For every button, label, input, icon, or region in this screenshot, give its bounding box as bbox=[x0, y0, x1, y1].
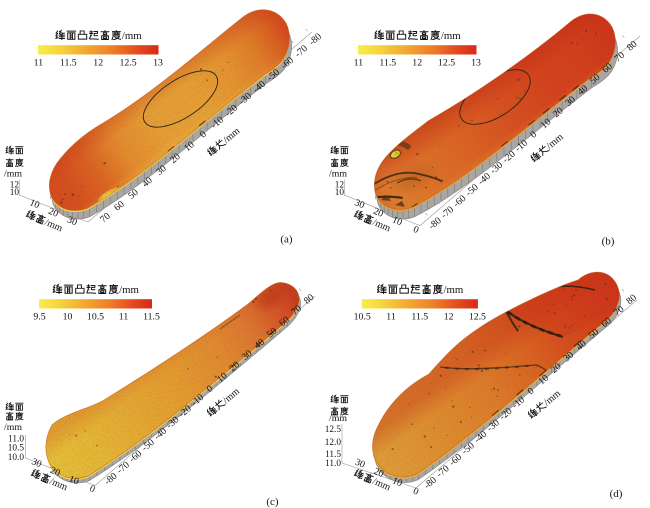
svg-text:(d): (d) bbox=[610, 488, 623, 500]
svg-text:11.5: 11.5 bbox=[325, 450, 341, 460]
svg-text:10: 10 bbox=[335, 188, 345, 198]
svg-text:11: 11 bbox=[119, 312, 129, 323]
svg-text:10: 10 bbox=[63, 312, 73, 323]
svg-text:20: 20 bbox=[47, 206, 60, 220]
svg-text:(a): (a) bbox=[280, 234, 293, 246]
svg-text:11.5: 11.5 bbox=[60, 58, 77, 69]
svg-text:9.5: 9.5 bbox=[33, 312, 45, 323]
svg-text:30: 30 bbox=[353, 457, 366, 471]
svg-text:11.5: 11.5 bbox=[411, 312, 428, 323]
svg-text:/mm: /mm bbox=[119, 284, 139, 296]
svg-text:/mm: /mm bbox=[4, 169, 22, 180]
svg-text:12.5: 12.5 bbox=[438, 58, 455, 69]
svg-text:11.5: 11.5 bbox=[143, 312, 160, 323]
svg-text:13: 13 bbox=[471, 58, 481, 69]
svg-text:/mm: /mm bbox=[329, 413, 347, 424]
svg-text:11: 11 bbox=[386, 312, 396, 323]
svg-text:(c): (c) bbox=[266, 496, 279, 508]
svg-text:11.5: 11.5 bbox=[379, 58, 396, 69]
svg-text:/mm: /mm bbox=[441, 30, 461, 42]
svg-text:0: 0 bbox=[411, 224, 420, 236]
svg-text:11: 11 bbox=[34, 58, 44, 69]
svg-text:10.5: 10.5 bbox=[354, 312, 371, 323]
svg-text:10: 10 bbox=[28, 197, 41, 211]
svg-text:12.0: 12.0 bbox=[325, 438, 342, 448]
svg-text:0: 0 bbox=[411, 486, 420, 498]
svg-text:11.0: 11.0 bbox=[8, 435, 24, 445]
svg-text:12: 12 bbox=[412, 58, 422, 69]
svg-text:0: 0 bbox=[528, 129, 539, 141]
svg-text:10: 10 bbox=[391, 475, 404, 489]
svg-text:30: 30 bbox=[353, 197, 366, 211]
svg-text:11.0: 11.0 bbox=[325, 459, 341, 469]
svg-text:20: 20 bbox=[372, 466, 385, 480]
svg-text:12.5: 12.5 bbox=[469, 312, 486, 323]
svg-text:10.5: 10.5 bbox=[8, 444, 25, 454]
svg-text:10: 10 bbox=[10, 188, 20, 198]
svg-text:10: 10 bbox=[390, 214, 403, 228]
svg-text:0: 0 bbox=[526, 386, 537, 398]
svg-text:/mm: /mm bbox=[329, 169, 347, 180]
svg-text:/mm: /mm bbox=[122, 30, 142, 42]
svg-text:30: 30 bbox=[65, 214, 78, 228]
svg-text:12: 12 bbox=[10, 181, 20, 191]
svg-text:12: 12 bbox=[93, 58, 103, 69]
svg-text:/mm: /mm bbox=[4, 422, 22, 433]
svg-text:(b): (b) bbox=[602, 236, 615, 248]
svg-text:11: 11 bbox=[354, 58, 364, 69]
svg-text:20: 20 bbox=[372, 206, 385, 220]
svg-text:12: 12 bbox=[444, 312, 454, 323]
svg-text:10: 10 bbox=[67, 474, 80, 488]
svg-text:12.5: 12.5 bbox=[120, 58, 137, 69]
svg-text:12: 12 bbox=[335, 181, 345, 191]
svg-text:0: 0 bbox=[198, 129, 209, 141]
svg-text:12.5: 12.5 bbox=[325, 425, 342, 435]
svg-text:13: 13 bbox=[153, 58, 163, 69]
svg-text:10.0: 10.0 bbox=[8, 453, 25, 463]
svg-text:/mm: /mm bbox=[443, 284, 463, 296]
svg-text:0: 0 bbox=[205, 383, 216, 395]
svg-text:0: 0 bbox=[88, 483, 97, 495]
svg-text:10.5: 10.5 bbox=[87, 312, 104, 323]
svg-text:30: 30 bbox=[30, 456, 43, 470]
svg-text:20: 20 bbox=[48, 465, 61, 479]
